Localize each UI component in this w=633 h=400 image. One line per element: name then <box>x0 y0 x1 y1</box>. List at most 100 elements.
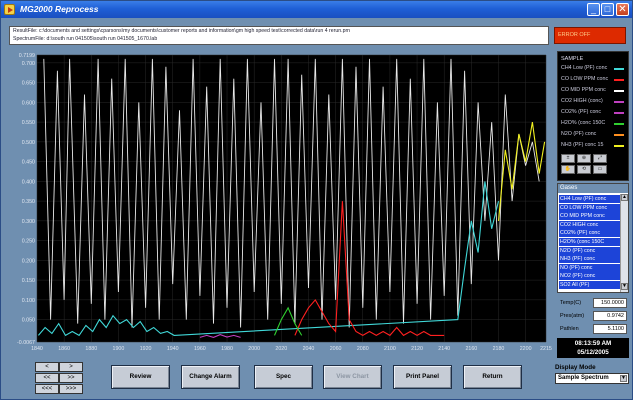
legend-item-label: CO MID PPM conc <box>561 87 606 93</box>
x-tick-label: 2080 <box>357 346 369 352</box>
pathlen-field: Pathlen 5.1100 <box>557 324 629 335</box>
gases-scrollbar[interactable]: ▲ ▼ <box>620 194 628 292</box>
spec-button[interactable]: Spec <box>254 365 313 389</box>
series-line-5 <box>199 334 241 338</box>
gas-list-item[interactable]: CO2 HIGH conc <box>559 220 620 229</box>
zoom-xy-icon[interactable]: ± <box>561 154 575 163</box>
legend-item[interactable]: H2O% (conc 150C <box>560 119 626 129</box>
series-line-2 <box>294 201 445 337</box>
x-tick-label: 1840 <box>31 346 43 352</box>
time-display: 08:13:59 AM <box>574 340 612 347</box>
gases-list[interactable]: CH4 Low (PF) conc CO LOW PPM conc CO MID P… <box>558 194 620 292</box>
temp-field: Temp(C) 150.0000 <box>557 298 629 309</box>
forward-10-button[interactable]: >> <box>59 373 83 383</box>
series-line-3 <box>273 306 303 336</box>
file-path-box: ResultFile: c:\documents and settings\cp… <box>9 26 549 45</box>
y-tick-label: 0.050 <box>22 318 35 324</box>
y-tick-label: 0.450 <box>22 160 35 166</box>
y-tick-label: 0.500 <box>22 140 35 146</box>
x-tick-label: 2140 <box>438 346 450 352</box>
close-button[interactable]: ✕ <box>616 3 629 16</box>
x-tick-label: 2020 <box>275 346 287 352</box>
gases-listbox[interactable]: Gases CH4 Low (PF) conc CO LOW PPM conc CO… <box>557 183 629 293</box>
y-tick-label: 0.100 <box>22 298 35 304</box>
legend-item[interactable]: CO2% (PF) conc <box>560 108 626 118</box>
gas-list-item[interactable]: CO LOW PPM conc <box>559 203 620 212</box>
x-tick-label: 2040 <box>303 346 315 352</box>
chart-svg[interactable]: 0.7199 0.700 0.650 0.600 0.550 0.500 0.450 0.40… <box>9 51 554 357</box>
legend-swatch <box>614 112 624 114</box>
scroll-up-icon[interactable]: ▲ <box>621 194 628 201</box>
x-tick-label: 2000 <box>248 346 260 352</box>
legend-item[interactable]: CH4 Low (PF) conc <box>560 64 626 74</box>
y-tick-label: 0.600 <box>22 100 35 106</box>
temp-value[interactable]: 150.0000 <box>593 298 627 308</box>
legend-swatch <box>614 79 624 81</box>
forward-100-button[interactable]: >>> <box>59 384 83 394</box>
zoom-icon[interactable]: ⊕ <box>577 154 591 163</box>
return-button[interactable]: Return <box>463 365 522 389</box>
back-10-button[interactable]: << <box>35 373 59 383</box>
datetime-display: 08:13:59 AM 05/12/2005 <box>557 338 629 358</box>
prev-button[interactable]: < <box>35 362 59 372</box>
result-file-path: ResultFile: c:\documents and settings\cp… <box>13 28 351 34</box>
pressure-label: Pres(atm) <box>560 313 585 319</box>
legend-swatch <box>614 145 624 147</box>
view-chart-button[interactable]: View Chart <box>323 365 382 389</box>
legend-item-label: CO2 HIGH (conc) <box>561 98 603 104</box>
pressure-field: Pres(atm) 0.9742 <box>557 311 629 322</box>
x-tick-label: 1880 <box>85 346 97 352</box>
back-100-button[interactable]: <<< <box>35 384 59 394</box>
gas-list-item[interactable]: H2O% (conc 150C <box>559 238 620 246</box>
gases-header: Gases <box>558 184 628 193</box>
date-display: 05/12/2005 <box>577 349 609 356</box>
gas-list-item[interactable]: SO2 All (PF) <box>559 281 620 289</box>
review-button[interactable]: Review <box>111 365 170 389</box>
maximize-button[interactable]: □ <box>601 3 614 16</box>
pressure-value[interactable]: 0.9742 <box>593 311 627 321</box>
y-tick-label: 0.350 <box>22 199 35 205</box>
next-button[interactable]: > <box>59 362 83 372</box>
pathlen-value[interactable]: 5.1100 <box>593 324 627 334</box>
legend-swatch <box>614 101 624 103</box>
gas-list-item[interactable]: NO (PF) conc <box>559 263 620 272</box>
x-tick-label: 2200 <box>520 346 532 352</box>
gas-list-item[interactable]: NH3 (PF) conc <box>559 255 620 264</box>
y-tick-label: 0.400 <box>22 179 35 185</box>
y-tick-label: 0.250 <box>22 239 35 245</box>
series-line-4 <box>497 122 546 221</box>
cursor-icon[interactable]: ▭ <box>593 165 607 174</box>
legend-item[interactable]: CO LOW PPM conc <box>560 75 626 85</box>
x-tick-label: 1900 <box>113 346 125 352</box>
error-indicator: ERROR OFF <box>554 27 626 44</box>
gas-list-item[interactable]: CO MID PPM conc <box>559 212 620 221</box>
display-mode-select[interactable]: Sample Spectrum ▼ <box>555 373 629 384</box>
x-tick-label: 2215 <box>540 346 552 352</box>
x-tick-label: 1920 <box>140 346 152 352</box>
legend-item[interactable]: N2O (PF) conc <box>560 130 626 140</box>
legend-item-label: NH3 (PF) conc 15 <box>561 142 604 148</box>
gas-list-item[interactable]: CO2% (PF) conc <box>559 229 620 238</box>
legend-item[interactable]: CO MID PPM conc <box>560 86 626 96</box>
y-tick-label: 0.550 <box>22 120 35 126</box>
display-mode-value: Sample Spectrum <box>558 375 609 381</box>
series-line-0 <box>43 58 540 328</box>
legend-item[interactable]: CO2 HIGH (conc) <box>560 97 626 107</box>
scroll-down-icon[interactable]: ▼ <box>621 283 628 290</box>
spectrum-chart[interactable]: 0.7199 0.700 0.650 0.600 0.550 0.500 0.450 0.40… <box>9 51 554 357</box>
temp-label: Temp(C) <box>560 300 582 306</box>
undo-icon[interactable]: ⟲ <box>577 165 591 174</box>
gas-list-item[interactable]: N2O (PF) conc <box>559 246 620 255</box>
print-panel-button[interactable]: Print Panel <box>393 365 452 389</box>
minimize-button[interactable]: _ <box>587 3 600 16</box>
legend-item-label: CH4 Low (PF) conc <box>561 65 608 71</box>
gas-list-item[interactable]: CH4 Low (PF) conc <box>559 195 620 203</box>
pan-icon[interactable]: ✋ <box>561 165 575 174</box>
fit-icon[interactable]: ⤢ <box>593 154 607 163</box>
gas-list-item[interactable]: NO2 (PF) conc <box>559 272 620 281</box>
legend-item[interactable]: NH3 (PF) conc 15 <box>560 141 626 151</box>
change-alarm-button[interactable]: Change Alarm <box>181 365 240 389</box>
chevron-down-icon[interactable]: ▼ <box>620 375 627 382</box>
x-tick-label: 2060 <box>330 346 342 352</box>
pathlen-label: Pathlen <box>560 326 579 332</box>
